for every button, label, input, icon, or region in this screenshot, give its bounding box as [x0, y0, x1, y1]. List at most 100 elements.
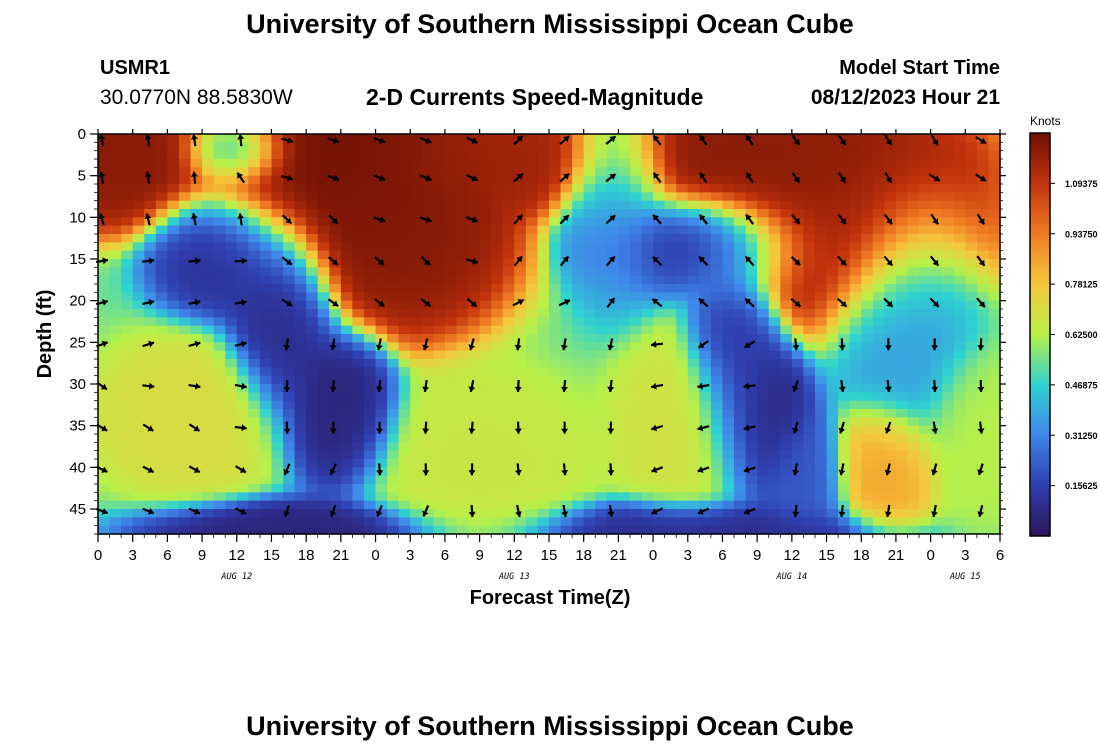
- heatmap-cell: [410, 234, 423, 243]
- heatmap-cell: [595, 225, 608, 235]
- heatmap-cell: [271, 200, 284, 210]
- heatmap-cell: [363, 200, 377, 210]
- heatmap-cell: [421, 375, 434, 385]
- heatmap-cell: [988, 234, 1001, 243]
- heatmap-cell: [537, 259, 550, 268]
- heatmap-cell: [167, 492, 180, 502]
- heatmap-cell: [421, 317, 434, 327]
- heatmap-cell: [421, 250, 434, 260]
- heatmap-cell: [98, 225, 111, 235]
- heatmap-cell: [317, 209, 330, 218]
- heatmap-cell: [502, 525, 515, 535]
- heatmap-cell: [676, 384, 689, 393]
- heatmap-cell: [259, 175, 273, 185]
- heatmap-cell: [780, 367, 793, 377]
- heatmap-cell: [144, 275, 157, 285]
- heatmap-cell: [479, 417, 492, 427]
- heatmap-cell: [456, 234, 469, 243]
- heatmap-cell: [572, 500, 585, 510]
- heatmap-cell: [803, 384, 816, 393]
- heatmap-cell: [861, 217, 874, 227]
- heatmap-cell: [363, 284, 377, 293]
- heatmap-cell: [479, 284, 492, 293]
- heatmap-cell: [976, 525, 990, 535]
- heatmap-cell: [676, 367, 689, 377]
- heatmap-cell: [572, 400, 585, 410]
- heatmap-cell: [930, 367, 943, 377]
- heatmap-cell: [768, 167, 781, 177]
- heatmap-cell: [849, 259, 862, 268]
- heatmap-cell: [178, 475, 192, 485]
- heatmap-cell: [560, 525, 573, 535]
- heatmap-cell: [687, 409, 700, 418]
- heatmap-cell: [768, 317, 781, 327]
- heatmap-cell: [861, 384, 874, 393]
- heatmap-cell: [814, 375, 828, 385]
- current-arrow: [327, 174, 340, 182]
- heatmap-cell: [398, 384, 411, 393]
- heatmap-cell: [248, 425, 261, 435]
- heatmap-cell: [583, 175, 596, 185]
- heatmap-cell: [549, 142, 562, 152]
- heatmap-cell: [98, 517, 111, 527]
- heatmap-cell: [410, 517, 423, 527]
- heatmap-cell: [803, 142, 816, 152]
- heatmap-cell: [629, 517, 643, 527]
- heatmap-cell: [121, 275, 134, 285]
- heatmap-cell: [930, 142, 943, 152]
- heatmap-cell: [849, 325, 862, 335]
- heatmap-cell: [965, 434, 978, 443]
- heatmap-cell: [803, 150, 816, 160]
- heatmap-cell: [340, 392, 354, 402]
- current-arrow: [605, 173, 617, 183]
- heatmap-cell: [942, 217, 955, 227]
- heatmap-cell: [248, 300, 261, 310]
- heatmap-cell: [225, 409, 238, 418]
- heatmap-cell: [468, 367, 481, 377]
- heatmap-cell: [595, 417, 608, 427]
- heatmap-cell: [629, 425, 643, 435]
- heatmap-cell: [525, 150, 539, 160]
- heatmap-cell: [479, 250, 492, 260]
- current-arrow: [837, 213, 847, 225]
- y-tick-label: 35: [69, 418, 86, 435]
- heatmap-cell: [826, 334, 839, 343]
- heatmap-cell: [583, 525, 596, 535]
- heatmap-cell: [387, 442, 400, 452]
- heatmap-cell: [791, 450, 805, 460]
- heatmap-cell: [583, 159, 596, 168]
- heatmap-cell: [745, 442, 758, 452]
- current-arrow: [514, 338, 522, 351]
- heatmap-cell: [456, 359, 469, 368]
- heatmap-cell: [248, 325, 261, 335]
- heatmap-cell: [606, 209, 619, 218]
- heatmap-cell: [433, 317, 446, 327]
- heatmap-cell: [965, 242, 978, 252]
- heatmap-cell: [838, 209, 851, 218]
- heatmap-cell: [317, 434, 330, 443]
- heatmap-cell: [456, 467, 469, 477]
- heatmap-cell: [965, 267, 978, 277]
- heatmap-cell: [826, 467, 839, 477]
- heatmap-cell: [942, 350, 955, 360]
- heatmap-cell: [895, 275, 909, 285]
- heatmap-cell: [479, 342, 492, 352]
- heatmap-cell: [491, 292, 504, 302]
- heatmap-cell: [572, 159, 585, 168]
- heatmap-cell: [190, 400, 203, 410]
- heatmap-cell: [699, 475, 712, 485]
- heatmap-cell: [907, 242, 920, 252]
- heatmap-cell: [514, 409, 527, 418]
- heatmap-cell: [502, 292, 515, 302]
- heatmap-cell: [317, 292, 330, 302]
- heatmap-cell: [178, 375, 192, 385]
- heatmap-cell: [976, 375, 990, 385]
- heatmap-cell: [410, 142, 423, 152]
- current-arrow: [743, 340, 756, 349]
- heatmap-cell: [317, 275, 330, 285]
- heatmap-cell: [884, 475, 897, 485]
- heatmap-cell: [895, 509, 909, 518]
- heatmap-cell: [468, 400, 481, 410]
- heatmap-cell: [618, 250, 631, 260]
- heatmap-cell: [803, 484, 816, 493]
